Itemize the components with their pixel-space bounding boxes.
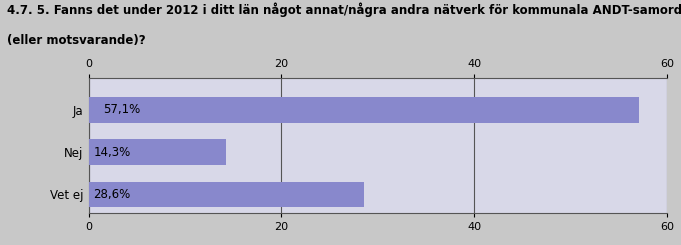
Bar (89, 139, 227, 165)
Text: 4.7. 5. Fanns det under 2012 i ditt län något annat/några andra nätverk för komm: 4.7. 5. Fanns det under 2012 i ditt län … (7, 2, 681, 17)
Bar (89, 182, 364, 207)
Bar (89, 97, 639, 122)
Text: (eller motsvarande)?: (eller motsvarande)? (7, 34, 146, 47)
Text: 14,3%: 14,3% (93, 146, 131, 159)
Text: 28,6%: 28,6% (93, 188, 131, 201)
Text: 57,1%: 57,1% (103, 103, 140, 116)
